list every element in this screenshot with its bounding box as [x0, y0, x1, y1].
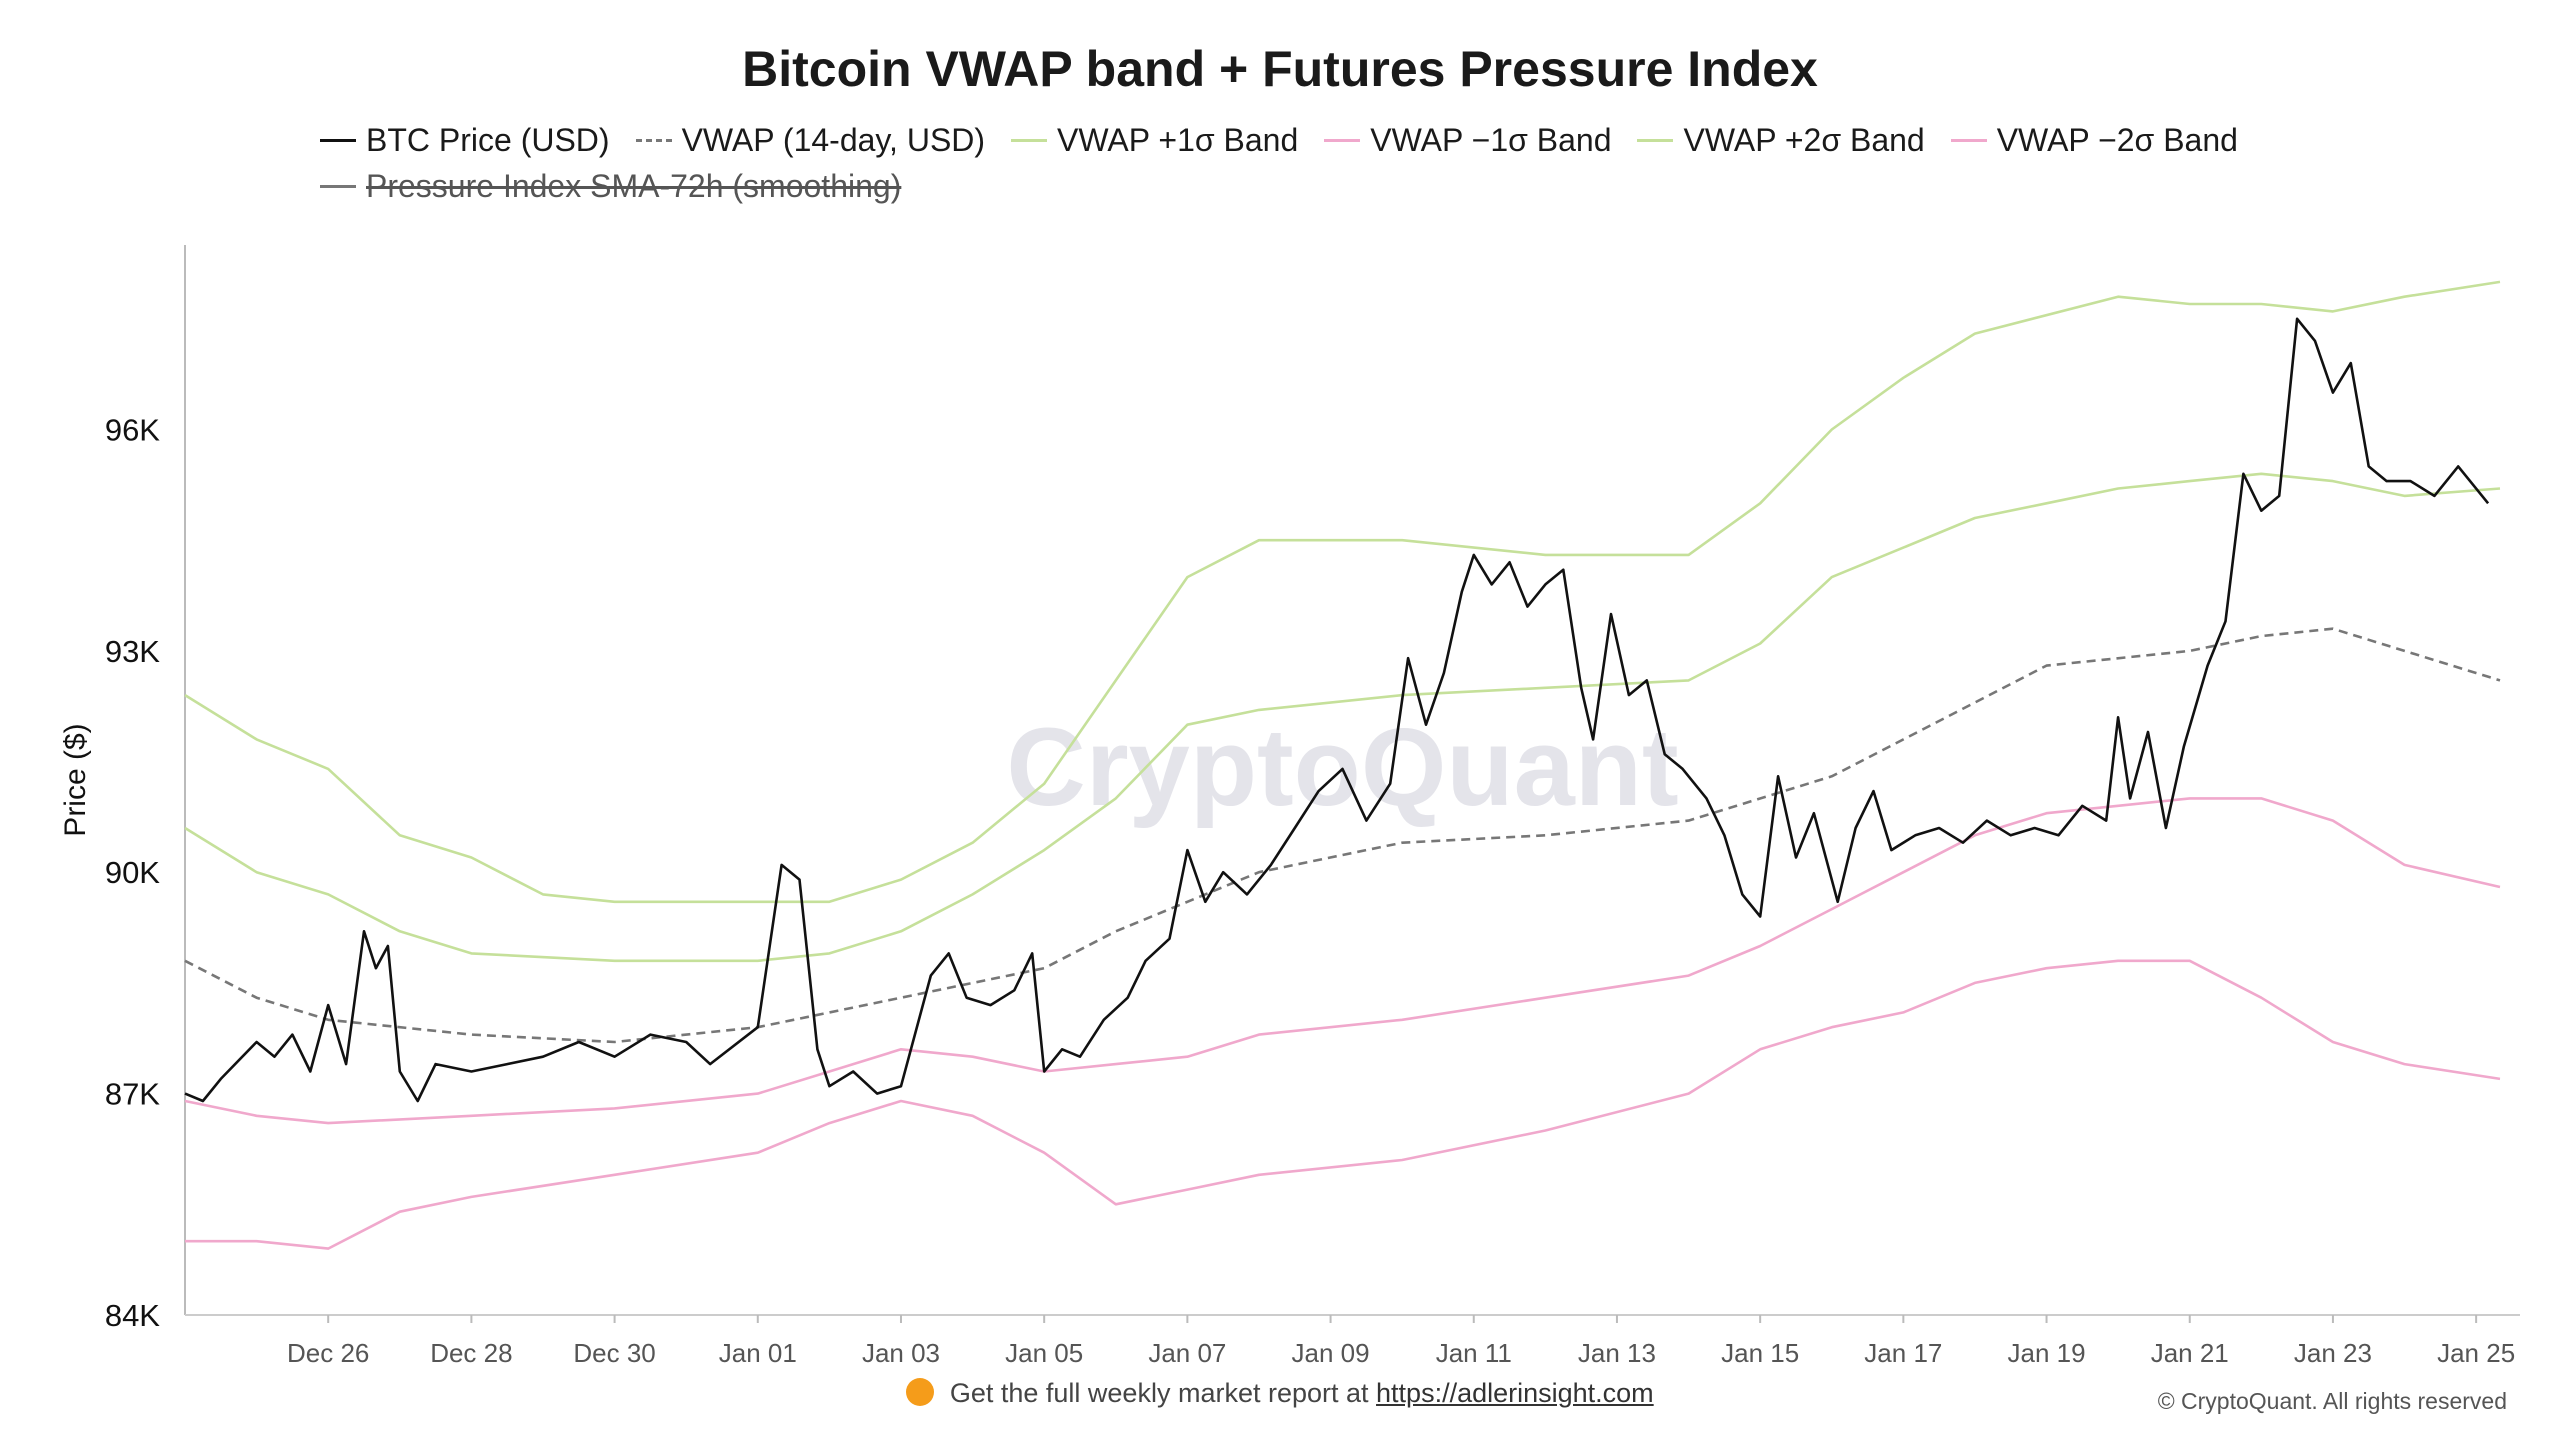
x-tick-label: Dec 26: [287, 1338, 369, 1368]
series-btc-price: [184, 317, 2490, 1103]
legend-label-upper-2sigma: VWAP +2σ Band: [1683, 121, 1925, 158]
x-tick-label: Jan 15: [1721, 1338, 1799, 1368]
series-vwap-lower-1sigma: [184, 797, 2501, 1125]
legend-item-lower-1sigma[interactable]: VWAP −1σ Band: [1324, 120, 1611, 160]
y-tick-label: 93K: [105, 634, 160, 669]
x-tick-label: Dec 28: [430, 1338, 512, 1368]
legend-label-lower-2sigma: VWAP −2σ Band: [1996, 121, 2238, 158]
legend-label-btc-price: BTC Price (USD): [366, 121, 610, 158]
x-tick-label: Jan 13: [1578, 1338, 1656, 1368]
legend-label-upper-1sigma: VWAP +1σ Band: [1057, 121, 1299, 158]
legend-swatch-upper-1sigma: [1011, 138, 1048, 142]
watermark-text: CryptoQuant: [1006, 706, 1678, 829]
x-tick-label: Jan 19: [2008, 1338, 2086, 1368]
y-tick-label: 87K: [105, 1077, 160, 1112]
y-tick-label: 96K: [105, 412, 160, 447]
legend-item-vwap[interactable]: VWAP (14-day, USD): [635, 120, 986, 160]
legend-label-pressure-index: Pressure Index SMA-72h (smoothing): [366, 167, 902, 204]
x-tick-label: Jan 23: [2294, 1338, 2372, 1368]
x-tick-label: Dec 30: [573, 1338, 655, 1368]
x-tick-label: Jan 21: [2151, 1338, 2229, 1368]
y-tick-label: 84K: [105, 1298, 160, 1333]
legend-label-vwap: VWAP (14-day, USD): [681, 121, 986, 158]
x-tick-label: Jan 25: [2437, 1338, 2515, 1368]
legend-swatch-pressure-index: [320, 184, 356, 188]
legend-swatch-btc-price: [320, 138, 356, 142]
legend-item-lower-2sigma[interactable]: VWAP −2σ Band: [1950, 120, 2238, 160]
legend-swatch-lower-2sigma: [1950, 138, 1987, 142]
legend-swatch-vwap: [635, 138, 672, 142]
series-vwap: [184, 627, 2501, 1044]
x-tick-label: Jan 03: [862, 1338, 940, 1368]
series-vwap-upper-1sigma: [184, 472, 2501, 963]
x-tick-label: Jan 11: [1436, 1338, 1512, 1368]
x-tick-label: Jan 07: [1148, 1338, 1226, 1368]
footer-text: Get the full weekly market report at: [949, 1378, 1369, 1408]
x-tick-label: Jan 05: [1005, 1338, 1083, 1368]
legend-item-pressure-index[interactable]: Pressure Index SMA-72h (smoothing): [320, 166, 901, 206]
legend-item-upper-1sigma[interactable]: VWAP +1σ Band: [1011, 120, 1298, 160]
y-tick-label: 90K: [105, 855, 160, 890]
series-vwap-lower-2sigma: [185, 959, 2501, 1250]
orange-dot-icon: [906, 1378, 935, 1406]
legend-swatch-upper-2sigma: [1637, 138, 1674, 142]
y-axis-label: Price ($): [59, 723, 92, 836]
footer-link[interactable]: https://adlerinsight.com: [1376, 1378, 1654, 1408]
legend-label-lower-1sigma: VWAP −1σ Band: [1370, 121, 1612, 158]
chart-title: Bitcoin VWAP band + Futures Pressure Ind…: [742, 41, 1818, 97]
legend-item-upper-2sigma[interactable]: VWAP +2σ Band: [1637, 120, 1925, 160]
legend-swatch-lower-1sigma: [1324, 138, 1361, 142]
x-tick-label: Jan 09: [1292, 1338, 1370, 1368]
series-vwap-upper-2sigma: [184, 280, 2501, 904]
x-tick-label: Jan 17: [1864, 1338, 1942, 1368]
copyright-text: © CryptoQuant. All rights reserved: [2157, 1388, 2507, 1414]
legend-item-btc-price[interactable]: BTC Price (USD): [320, 120, 610, 160]
chart-legend: BTC Price (USD) VWAP (14-day, USD) VWAP …: [320, 120, 2320, 206]
footer-note: Get the full weekly market report at htt…: [0, 1378, 2560, 1409]
x-tick-label: Jan 01: [719, 1338, 797, 1368]
